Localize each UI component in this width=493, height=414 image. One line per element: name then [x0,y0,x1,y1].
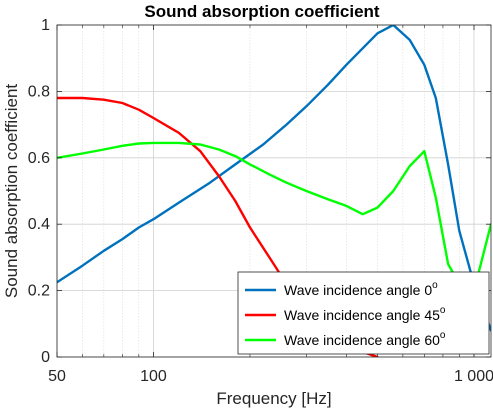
y-axis-label: Sound absorption coefficient [2,84,21,299]
x-tick-label: 1 000 [454,368,493,385]
legend: Wave incidence angle 0o Wave incidence an… [237,271,490,355]
legend-degree-sup: o [440,305,446,316]
legend-label-3: Wave incidence angle 60o [284,330,446,348]
x-tick-label: 50 [48,368,66,385]
x-axis-label: Frequency [Hz] [216,389,331,408]
x-tick-label: 100 [140,368,167,385]
y-tick-label: 0.8 [28,83,50,100]
legend-degree-sup: o [440,330,446,341]
legend-degree-sup: o [432,280,438,291]
y-tick-label: 1 [41,17,50,34]
y-tick-label: 0 [41,349,50,366]
legend-box [237,271,490,355]
axis-ticks: 50 100 1 000 0 0.2 0.4 0.6 0.8 1 [28,17,493,385]
series-line-1 [57,25,491,332]
plot-frame [56,24,492,358]
legend-label-1: Wave incidence angle 0o [284,280,438,298]
y-tick-label: 0.2 [28,283,50,300]
chart-title: Sound absorption coefficient [144,2,380,21]
legend-label-2: Wave incidence angle 45o [284,305,446,323]
series-line-3 [57,141,491,292]
y-tick-label: 0.6 [28,150,50,167]
y-tick-label: 0.4 [28,216,50,233]
